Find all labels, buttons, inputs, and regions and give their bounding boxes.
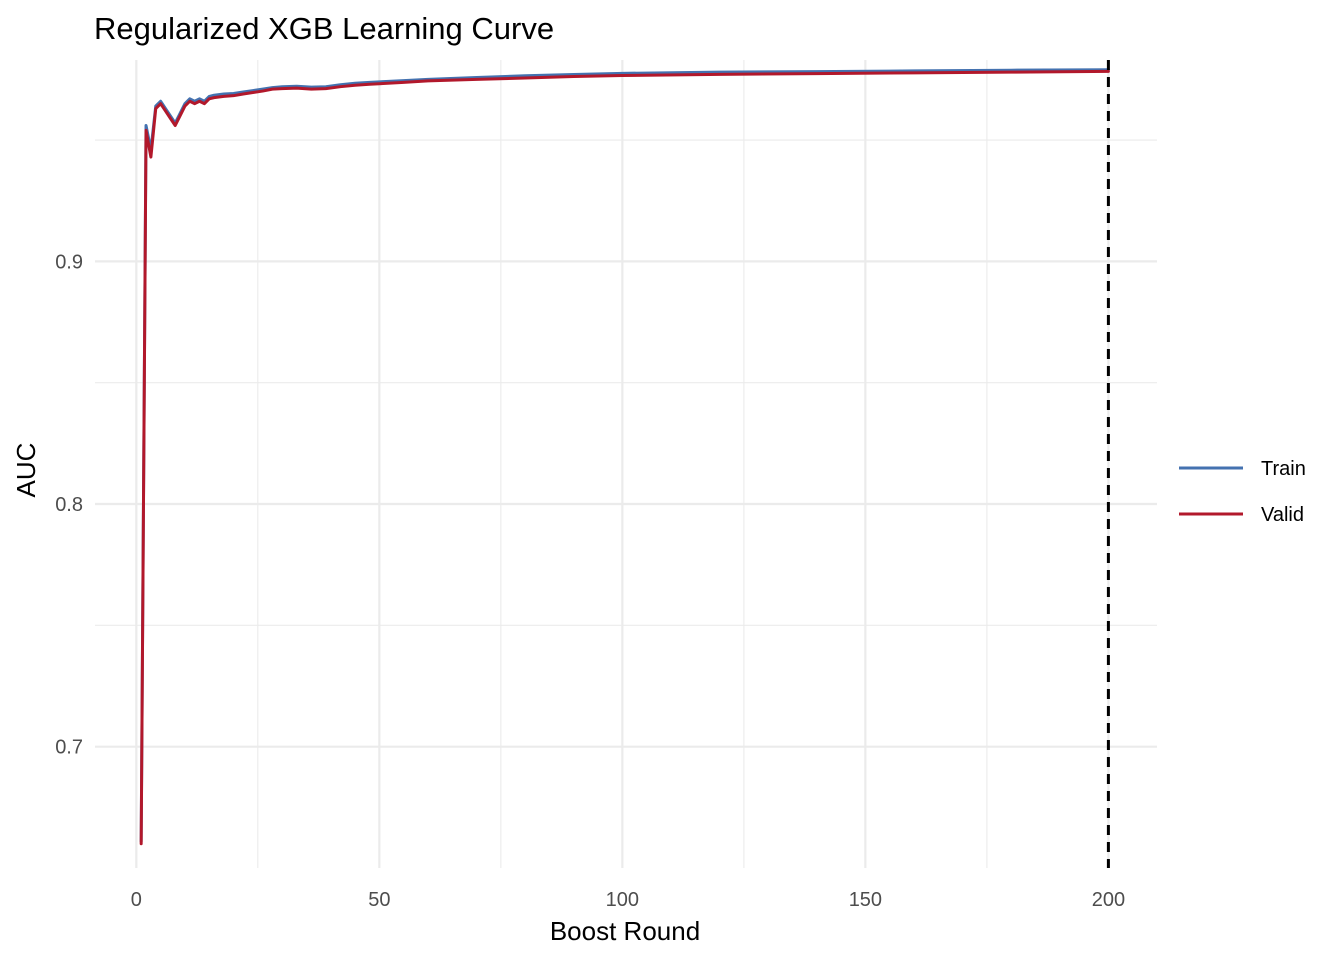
y-tick-labels: 0.7 0.8 0.9 — [55, 251, 83, 758]
x-tick-label: 150 — [849, 889, 882, 911]
legend-label-valid: Valid — [1261, 504, 1304, 526]
x-tick-label: 100 — [606, 889, 639, 911]
y-tick-label: 0.9 — [55, 251, 83, 273]
y-axis-title: AUC — [11, 443, 41, 498]
y-tick-label: 0.8 — [55, 494, 83, 516]
minor-gridlines — [95, 60, 1157, 868]
series-lines — [139, 68, 1110, 846]
series-line-valid — [139, 69, 1110, 846]
x-tick-label: 50 — [368, 889, 390, 911]
x-tick-label: 0 — [131, 889, 142, 911]
x-axis-title: Boost Round — [550, 916, 700, 946]
chart-title: Regularized XGB Learning Curve — [94, 11, 554, 46]
x-tick-label: 200 — [1092, 889, 1125, 911]
y-tick-label: 0.7 — [55, 737, 83, 759]
x-tick-labels: 0 50 100 150 200 — [131, 889, 1125, 911]
legend: Train Valid — [1179, 458, 1306, 526]
major-gridlines — [95, 60, 1157, 868]
legend-label-train: Train — [1261, 458, 1306, 480]
